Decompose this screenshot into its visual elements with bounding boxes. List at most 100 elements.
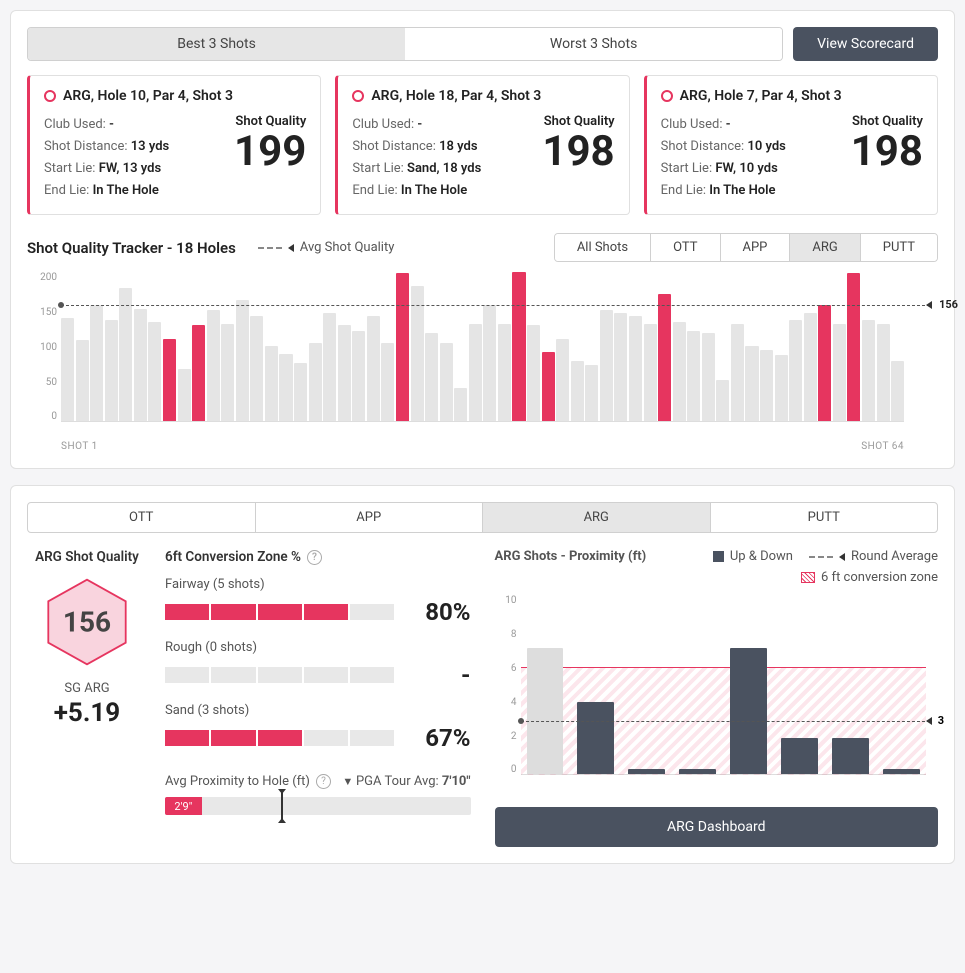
tracker-bar[interactable] — [425, 333, 438, 422]
tracker-bar[interactable] — [352, 331, 365, 421]
view-scorecard-button[interactable]: View Scorecard — [793, 27, 938, 61]
tracker-bar[interactable] — [134, 309, 147, 422]
pga-avg: ▼ PGA Tour Avg: 7'10" — [342, 774, 470, 789]
tracker-bar[interactable] — [323, 313, 336, 422]
tracker-bar[interactable] — [309, 343, 322, 422]
tracker-bar[interactable] — [207, 310, 220, 421]
tracker-bar[interactable] — [76, 340, 89, 421]
tracker-bar[interactable] — [338, 325, 351, 421]
tracker-bar[interactable] — [105, 320, 118, 421]
conversion-title: 6ft Conversion Zone % ? — [165, 549, 471, 565]
tracker-bar[interactable] — [789, 320, 802, 421]
tracker-bar[interactable] — [178, 369, 191, 422]
shot-card[interactable]: ARG, Hole 18, Par 4, Shot 3 Club Used: -… — [335, 75, 629, 215]
tracker-bar[interactable] — [236, 300, 249, 422]
tracker-bar[interactable] — [571, 361, 584, 421]
tab-best-shots[interactable]: Best 3 Shots — [28, 28, 405, 60]
tracker-bar[interactable] — [745, 346, 758, 421]
conversion-row: Rough (0 shots) - — [165, 640, 471, 689]
tracker-bar[interactable] — [469, 324, 482, 422]
tracker-bar[interactable] — [614, 313, 627, 422]
shots-panel: Best 3 Shots Worst 3 Shots View Scorecar… — [10, 10, 955, 469]
ring-icon — [661, 90, 673, 102]
tracker-bar[interactable] — [687, 331, 700, 421]
tracker-bar[interactable] — [381, 343, 394, 422]
category-tab-putt[interactable]: PUTT — [711, 503, 938, 532]
tracker-bar[interactable] — [702, 333, 715, 422]
tracker-bar[interactable] — [279, 354, 292, 422]
prox-bar[interactable] — [832, 738, 869, 774]
segment-bar — [165, 667, 395, 683]
tracker-bar[interactable] — [250, 316, 263, 421]
prox-bar[interactable] — [883, 769, 920, 774]
tracker-bar[interactable] — [629, 316, 642, 421]
help-icon[interactable]: ? — [307, 550, 322, 565]
tracker-bar[interactable] — [61, 318, 74, 422]
tracker-bar[interactable] — [600, 310, 613, 421]
tracker-bar[interactable] — [512, 272, 525, 421]
tracker-bar[interactable] — [542, 352, 555, 421]
tracker-bar[interactable] — [221, 324, 234, 422]
prox-bar[interactable] — [730, 648, 767, 774]
tracker-bar[interactable] — [163, 339, 176, 422]
tracker-avg-line: 156 — [61, 305, 930, 306]
tracker-bar[interactable] — [396, 273, 409, 422]
tracker-bar[interactable] — [658, 294, 671, 422]
tracker-bar[interactable] — [833, 324, 846, 422]
help-icon[interactable]: ? — [316, 774, 331, 789]
shot-card[interactable]: ARG, Hole 7, Par 4, Shot 3 Club Used: - … — [644, 75, 938, 215]
tracker-bar[interactable] — [265, 346, 278, 421]
prox-bar[interactable] — [527, 648, 564, 774]
prox-bar[interactable] — [781, 738, 818, 774]
tracker-title: Shot Quality Tracker - 18 Holes — [27, 239, 236, 257]
ring-icon — [44, 90, 56, 102]
tracker-bar[interactable] — [483, 305, 496, 421]
tracker-bar[interactable] — [891, 361, 904, 421]
tracker-bar[interactable] — [644, 324, 657, 422]
tracker-tab-putt[interactable]: PUTT — [861, 234, 937, 261]
tracker-bar[interactable] — [585, 365, 598, 421]
tracker-bar[interactable] — [716, 380, 729, 421]
tracker-bar[interactable] — [294, 363, 307, 422]
tracker-bar[interactable] — [367, 316, 380, 421]
tracker-bar[interactable] — [119, 288, 132, 422]
tracker-tab-app[interactable]: APP — [721, 234, 791, 261]
prox-title: Avg Proximity to Hole (ft) — [165, 774, 310, 789]
tab-worst-shots[interactable]: Worst 3 Shots — [405, 28, 782, 60]
tracker-bar[interactable] — [775, 355, 788, 421]
prox-bar[interactable] — [628, 769, 665, 774]
tracker-bar[interactable] — [673, 322, 686, 421]
tracker-bar[interactable] — [527, 325, 540, 421]
category-tab-arg[interactable]: ARG — [483, 503, 711, 532]
prox-bar[interactable] — [577, 702, 614, 774]
tracker-tab-arg[interactable]: ARG — [790, 234, 860, 261]
tracker-bar[interactable] — [847, 273, 860, 422]
category-tab-ott[interactable]: OTT — [28, 503, 256, 532]
tracker-bar[interactable] — [760, 350, 773, 421]
tracker-bar[interactable] — [454, 388, 467, 422]
tracker-tab-ott[interactable]: OTT — [651, 234, 720, 261]
category-tab-app[interactable]: APP — [256, 503, 484, 532]
tracker-bar[interactable] — [556, 339, 569, 422]
tracker-bar[interactable] — [818, 305, 831, 421]
tracker-bar[interactable] — [411, 286, 424, 421]
prox-y-axis: 1086420 — [495, 595, 517, 775]
tracker-bar[interactable] — [148, 322, 161, 421]
tracker-tab-all-shots[interactable]: All Shots — [555, 234, 651, 261]
best-worst-segmented: Best 3 Shots Worst 3 Shots — [27, 27, 783, 61]
shot-card[interactable]: ARG, Hole 10, Par 4, Shot 3 Club Used: -… — [27, 75, 321, 215]
arg-dashboard-button[interactable]: ARG Dashboard — [495, 807, 939, 847]
ring-icon — [352, 90, 364, 102]
tracker-bar[interactable] — [90, 305, 103, 421]
tracker-bar[interactable] — [192, 325, 205, 421]
tracker-bar[interactable] — [498, 324, 511, 422]
prox-bars — [521, 595, 927, 774]
tracker-bar[interactable] — [731, 324, 744, 422]
tracker-bar[interactable] — [440, 343, 453, 422]
tracker-bar[interactable] — [862, 320, 875, 421]
prox-bar[interactable] — [679, 769, 716, 774]
tracker-bar[interactable] — [804, 313, 817, 422]
tracker-bar[interactable] — [877, 324, 890, 422]
segment-bar — [165, 604, 395, 620]
segment-bar — [165, 730, 395, 746]
